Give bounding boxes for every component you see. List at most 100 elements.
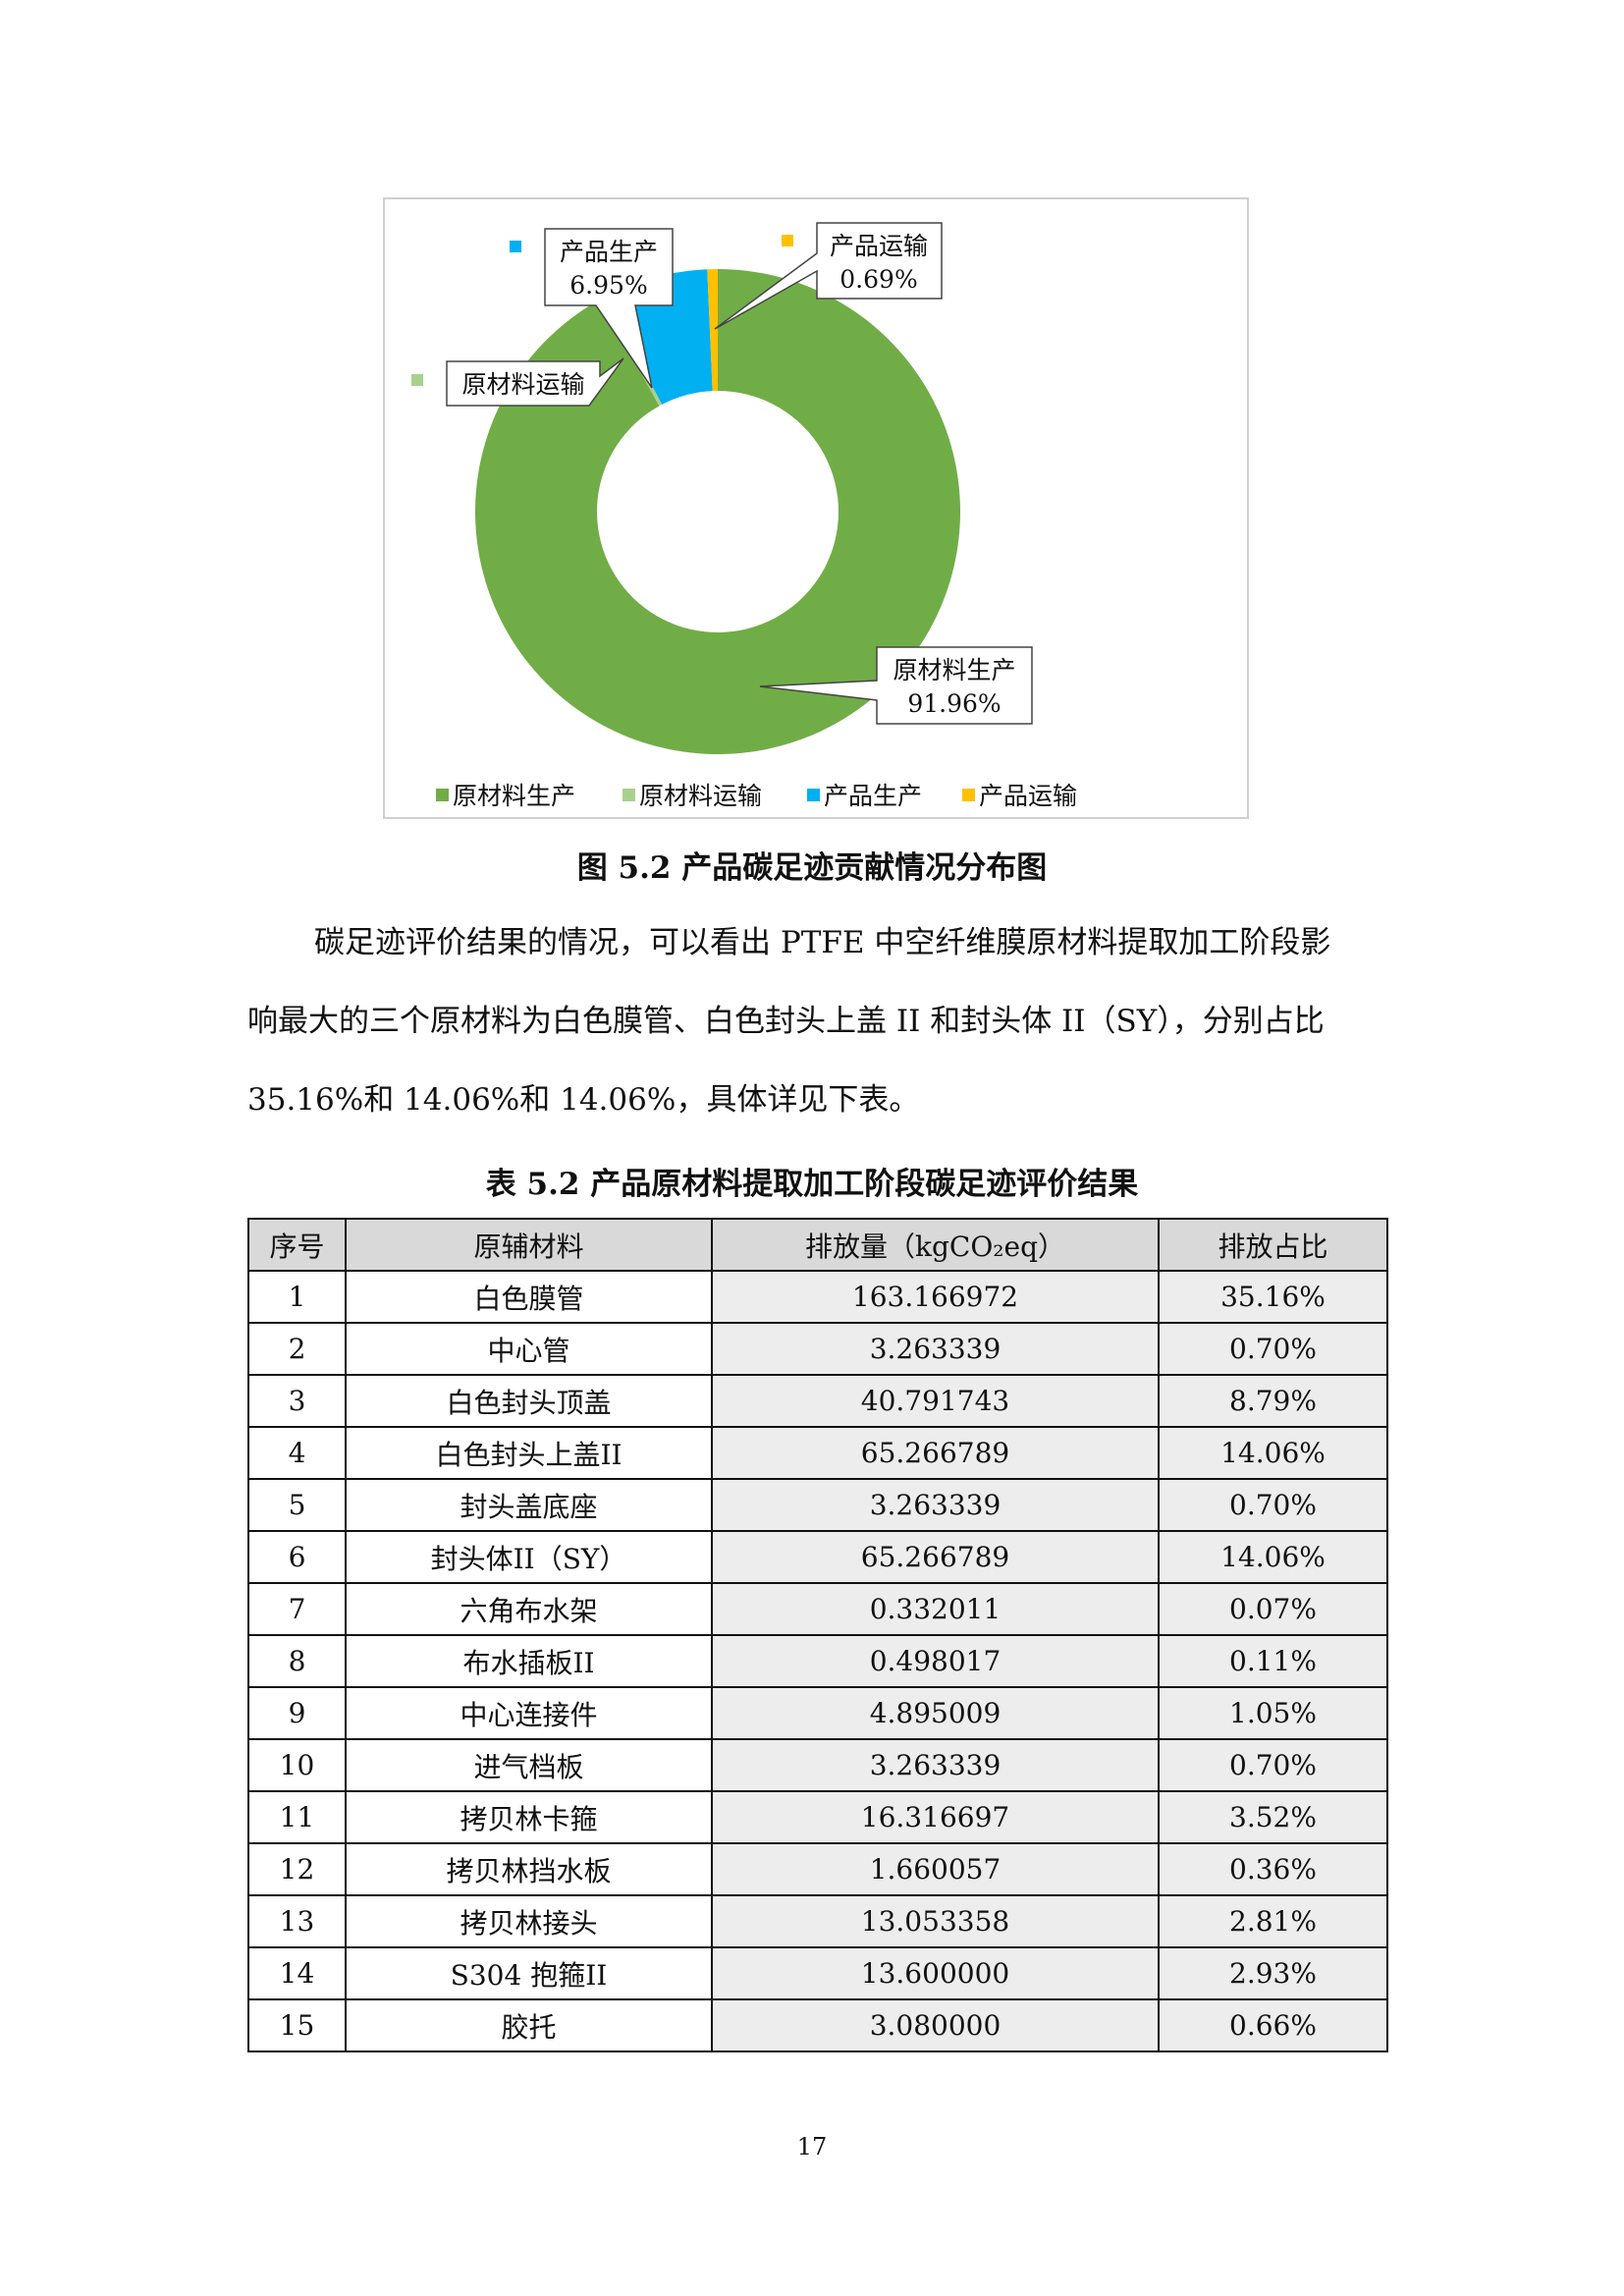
callout-material-production: 原材料生产 91.96% bbox=[759, 646, 1033, 725]
cell-emission: 13.053358 bbox=[711, 1894, 1160, 1948]
cell-emission: 40.791743 bbox=[711, 1374, 1160, 1428]
cell-index: 8 bbox=[247, 1634, 347, 1688]
cell-material: 拷贝林卡箍 bbox=[345, 1790, 713, 1844]
cell-emission: 65.266789 bbox=[711, 1426, 1160, 1480]
callout-product-production: 产品生产 6.95% bbox=[544, 228, 674, 389]
legend-item: 产品运输 bbox=[979, 782, 1077, 810]
callout-material-transport: 原材料运输 bbox=[446, 357, 624, 407]
cell-index: 11 bbox=[247, 1790, 347, 1844]
header-emission: 排放量（kgCO₂eq） bbox=[711, 1218, 1160, 1272]
cell-share: 14.06% bbox=[1158, 1426, 1388, 1480]
cell-material: 封头盖底座 bbox=[345, 1478, 713, 1532]
legend-swatch-icon bbox=[962, 789, 975, 801]
cell-share: 0.66% bbox=[1158, 1998, 1388, 2052]
cell-material: 封头体II（SY） bbox=[345, 1530, 713, 1584]
cell-share: 0.70% bbox=[1158, 1738, 1388, 1792]
callout-label: 产品生产 bbox=[560, 238, 658, 266]
table-row: 8 布水插板II 0.498017 0.11% bbox=[247, 1634, 1388, 1688]
cell-material: 拷贝林挡水板 bbox=[345, 1842, 713, 1896]
cell-emission: 3.263339 bbox=[711, 1478, 1160, 1532]
callout-value: 0.69% bbox=[839, 265, 917, 294]
legend-item: 原材料生产 bbox=[453, 782, 575, 810]
cell-emission: 0.332011 bbox=[711, 1582, 1160, 1636]
table-row: 3 白色封头顶盖 40.791743 8.79% bbox=[247, 1374, 1388, 1428]
cell-material: 中心管 bbox=[345, 1322, 713, 1376]
cell-emission: 4.895009 bbox=[711, 1686, 1160, 1740]
paragraph-line: 35.16%和 14.06%和 14.06%，具体详见下表。 bbox=[247, 1082, 920, 1118]
cell-index: 13 bbox=[247, 1894, 347, 1948]
cell-share: 1.05% bbox=[1158, 1686, 1388, 1740]
table-row: 14 S304 抱箍II 13.600000 2.93% bbox=[247, 1946, 1388, 2000]
paragraph-line: 碳足迹评价结果的情况，可以看出 PTFE 中空纤维膜原材料提取加工阶段影 bbox=[314, 925, 1331, 960]
header-index: 序号 bbox=[247, 1218, 347, 1272]
table-row: 13 拷贝林接头 13.053358 2.81% bbox=[247, 1894, 1388, 1948]
callout-label: 原材料生产 bbox=[893, 656, 1015, 684]
cell-share: 3.52% bbox=[1158, 1790, 1388, 1844]
cell-material: 胶托 bbox=[345, 1998, 713, 2052]
table-row: 12 拷贝林挡水板 1.660057 0.36% bbox=[247, 1842, 1388, 1896]
cell-index: 12 bbox=[247, 1842, 347, 1896]
callout-marker-icon bbox=[510, 241, 521, 252]
cell-emission: 1.660057 bbox=[711, 1842, 1160, 1896]
table-row: 10 进气档板 3.263339 0.70% bbox=[247, 1738, 1388, 1792]
cell-index: 4 bbox=[247, 1426, 347, 1480]
cell-share: 14.06% bbox=[1158, 1530, 1388, 1584]
table-row: 4 白色封头上盖II 65.266789 14.06% bbox=[247, 1426, 1388, 1480]
cell-share: 2.81% bbox=[1158, 1894, 1388, 1948]
callout-value: 91.96% bbox=[907, 689, 1001, 718]
donut-slice-4 bbox=[707, 269, 718, 392]
cell-emission: 3.080000 bbox=[711, 1998, 1160, 2052]
cell-index: 1 bbox=[247, 1270, 347, 1324]
cell-material: 白色封头顶盖 bbox=[345, 1374, 713, 1428]
cell-share: 8.79% bbox=[1158, 1374, 1388, 1428]
cell-emission: 3.263339 bbox=[711, 1738, 1160, 1792]
cell-index: 3 bbox=[247, 1374, 347, 1428]
donut-chart: 产品生产 6.95% 产品运输 0.69% 原材料运输 原材料生产 91.96%… bbox=[383, 197, 1249, 819]
cell-emission: 13.600000 bbox=[711, 1946, 1160, 2000]
page-number: 17 bbox=[796, 2133, 828, 2160]
legend-swatch-icon bbox=[623, 789, 635, 801]
figure-caption: 图 5.2 产品碳足迹贡献情况分布图 bbox=[576, 850, 1048, 886]
legend-item: 产品生产 bbox=[824, 782, 922, 810]
table-row: 5 封头盖底座 3.263339 0.70% bbox=[247, 1478, 1388, 1532]
header-share: 排放占比 bbox=[1158, 1218, 1388, 1272]
legend-swatch-icon bbox=[436, 789, 449, 801]
table-row: 15 胶托 3.080000 0.66% bbox=[247, 1998, 1388, 2052]
callout-product-transport: 产品运输 0.69% bbox=[714, 222, 943, 330]
cell-emission: 3.263339 bbox=[711, 1322, 1160, 1376]
legend-swatch-icon bbox=[807, 789, 820, 801]
cell-material: 六角布水架 bbox=[345, 1582, 713, 1636]
cell-emission: 163.166972 bbox=[711, 1270, 1160, 1324]
cell-share: 0.11% bbox=[1158, 1634, 1388, 1688]
table-row: 2 中心管 3.263339 0.70% bbox=[247, 1322, 1388, 1376]
cell-material: 拷贝林接头 bbox=[345, 1894, 713, 1948]
table-row: 1 白色膜管 163.166972 35.16% bbox=[247, 1270, 1388, 1324]
cell-index: 7 bbox=[247, 1582, 347, 1636]
cell-index: 15 bbox=[247, 1998, 347, 2052]
cell-material: S304 抱箍II bbox=[345, 1946, 713, 2000]
cell-index: 10 bbox=[247, 1738, 347, 1792]
table-row: 11 拷贝林卡箍 16.316697 3.52% bbox=[247, 1790, 1388, 1844]
cell-emission: 16.316697 bbox=[711, 1790, 1160, 1844]
table-header-row: 序号 原辅材料 排放量（kgCO₂eq） 排放占比 bbox=[247, 1218, 1388, 1272]
legend: 原材料生产 原材料运输 产品生产 产品运输 bbox=[436, 782, 1077, 810]
table-row: 9 中心连接件 4.895009 1.05% bbox=[247, 1686, 1388, 1740]
paragraph-line: 响最大的三个原材料为白色膜管、白色封头上盖 II 和封头体 II（SY），分别占… bbox=[247, 1004, 1325, 1039]
header-material: 原辅材料 bbox=[345, 1218, 713, 1272]
cell-share: 0.70% bbox=[1158, 1478, 1388, 1532]
table-caption: 表 5.2 产品原材料提取加工阶段碳足迹评价结果 bbox=[485, 1167, 1139, 1202]
cell-emission: 0.498017 bbox=[711, 1634, 1160, 1688]
cell-index: 14 bbox=[247, 1946, 347, 2000]
cell-material: 布水插板II bbox=[345, 1634, 713, 1688]
chart-canvas: 产品生产 6.95% 产品运输 0.69% 原材料运输 原材料生产 91.96%… bbox=[411, 222, 1077, 810]
cell-emission: 65.266789 bbox=[711, 1530, 1160, 1584]
callout-value: 6.95% bbox=[569, 271, 647, 300]
cell-index: 5 bbox=[247, 1478, 347, 1532]
cell-share: 0.70% bbox=[1158, 1322, 1388, 1376]
cell-index: 2 bbox=[247, 1322, 347, 1376]
cell-material: 进气档板 bbox=[345, 1738, 713, 1792]
cell-material: 中心连接件 bbox=[345, 1686, 713, 1740]
cell-material: 白色封头上盖II bbox=[345, 1426, 713, 1480]
callout-label: 原材料运输 bbox=[461, 370, 584, 399]
table-row: 6 封头体II（SY） 65.266789 14.06% bbox=[247, 1530, 1388, 1584]
